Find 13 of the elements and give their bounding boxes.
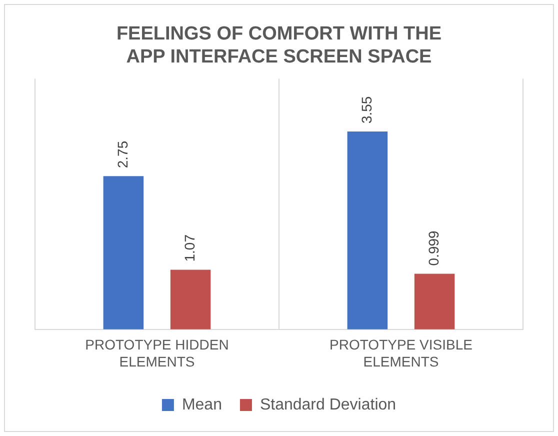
- legend-label: Standard Deviation: [260, 396, 396, 414]
- x-tick-label: PROTOTYPE VISIBLE ELEMENTS: [330, 336, 472, 370]
- bar: [170, 270, 211, 330]
- data-label: 2.75: [114, 140, 130, 168]
- bar: [414, 274, 455, 330]
- data-label: 3.55: [358, 96, 374, 124]
- x-tick-label: PROTOTYPE HIDDEN ELEMENTS: [85, 336, 229, 370]
- data-label: 0.999: [425, 230, 442, 266]
- bar: [103, 176, 144, 330]
- chart-title: FEELINGS OF COMFORT WITH THE APP INTERFACE SCREEN SPACE: [116, 24, 442, 68]
- legend-label: Mean: [182, 396, 222, 414]
- data-label: 1.07: [181, 234, 198, 262]
- bar: [347, 132, 388, 330]
